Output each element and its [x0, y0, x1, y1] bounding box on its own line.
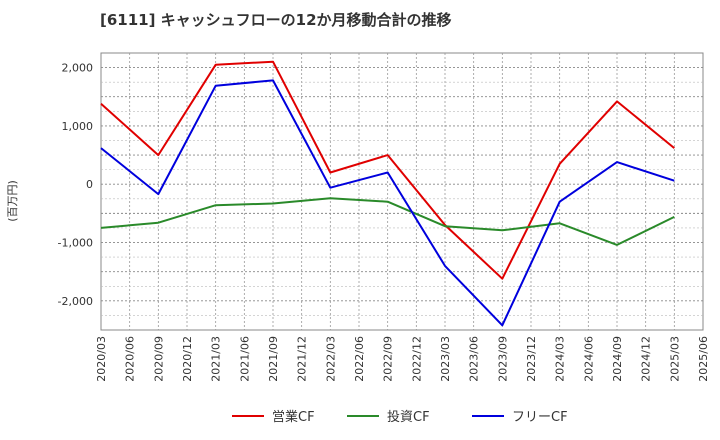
y-tick-label: 0 [86, 178, 93, 191]
x-tick-label: 2022/09 [382, 336, 395, 382]
x-tick-label: 2020/09 [152, 336, 165, 382]
legend-label-2: 投資CF [387, 409, 430, 425]
y-tick-label: 1,000 [62, 120, 94, 133]
x-tick-label: 2025/06 [697, 336, 710, 382]
series-layer [100, 60, 675, 327]
x-tick-label: 2022/03 [324, 336, 337, 382]
x-tick-label: 2021/09 [267, 336, 280, 382]
x-tick-label: 2023/06 [468, 336, 481, 382]
x-tick-label: 2022/06 [353, 336, 366, 382]
y-tick-label: 2,000 [62, 62, 94, 75]
legend-label-1: 営業CF [272, 409, 315, 425]
x-tick-label: 2021/06 [238, 336, 251, 382]
x-tick-label: 2023/12 [525, 336, 538, 382]
plot-area [100, 52, 704, 331]
legend: 営業CF 投資CF フリーCF [232, 409, 568, 425]
y-tick-label: -1,000 [58, 237, 93, 250]
grid-layer [101, 53, 703, 330]
x-tick-label: 2022/12 [410, 336, 423, 382]
x-tick-label: 2020/03 [95, 336, 108, 382]
x-tick-label: 2021/03 [210, 336, 223, 382]
y-tick-label: -2,000 [58, 295, 93, 308]
series-line-1 [100, 60, 675, 280]
y-axis-label: (百万円) [6, 180, 19, 222]
x-tick-label: 2023/03 [439, 336, 452, 382]
x-tick-label: 2024/12 [640, 336, 653, 382]
x-tick-label: 2024/06 [582, 336, 595, 382]
x-tick-label: 2025/03 [668, 336, 681, 382]
x-tick-label: 2023/09 [496, 336, 509, 382]
x-tick-label: 2021/12 [296, 336, 309, 382]
tick-layer: 2,000 1,000 0 -1,000 -2,000 2020/03 2020/06 202… [58, 62, 710, 382]
chart-title: [6111] キャッシュフローの12か月移動合計の推移 [100, 11, 452, 29]
x-tick-label: 2024/03 [554, 336, 567, 382]
series-line-2 [100, 197, 675, 246]
series-line-3 [100, 79, 675, 327]
x-tick-label: 2020/12 [181, 336, 194, 382]
legend-label-3: フリーCF [512, 410, 568, 425]
x-tick-label: 2024/09 [611, 336, 624, 382]
x-tick-label: 2020/06 [124, 336, 137, 382]
